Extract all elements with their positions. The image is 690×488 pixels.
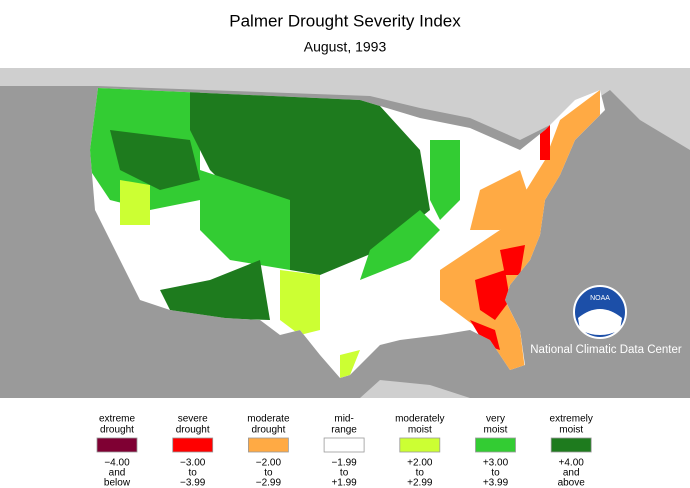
legend-label: moist [408, 425, 432, 436]
legend-range: +3.99 [483, 478, 509, 488]
region [475, 270, 510, 320]
legend-swatch [96, 437, 138, 453]
noaa-logo-wave [578, 309, 622, 335]
legend-label: extreme [99, 414, 136, 425]
legend-swatch [247, 437, 289, 453]
legend-swatch [550, 437, 592, 453]
legend-label: very [486, 414, 505, 425]
region [360, 210, 440, 280]
legend-range: −2.99 [256, 478, 282, 488]
region [120, 180, 150, 225]
legend: extremedrought−4.00andbelowseveredrought… [96, 414, 593, 488]
legend-label: drought [100, 425, 134, 436]
legend-range: +1.99 [331, 478, 357, 488]
legend-label: moist [484, 425, 508, 436]
legend-range: below [104, 478, 131, 488]
region [340, 350, 360, 378]
legend-range: to [189, 468, 198, 479]
legend-label: moderately [395, 414, 444, 425]
org-name: National Climatic Data Center [530, 344, 682, 356]
legend-range: to [416, 468, 425, 479]
legend-range: −3.99 [180, 478, 206, 488]
map: NOAA National Climatic Data Center [0, 68, 690, 398]
region [430, 140, 460, 220]
legend-range: +2.00 [407, 458, 433, 469]
legend-label: severe [178, 414, 208, 425]
legend-label: range [331, 425, 357, 436]
legend-label: drought [251, 425, 285, 436]
legend-swatch [172, 437, 214, 453]
region [160, 260, 270, 320]
legend-range: −2.00 [256, 458, 282, 469]
legend-range: to [264, 468, 273, 479]
region [280, 270, 320, 335]
region [470, 320, 500, 350]
legend-range: and [563, 468, 580, 479]
legend-swatch [475, 437, 516, 453]
legend-range: to [491, 468, 500, 479]
legend-label: drought [176, 425, 210, 436]
legend-range: +3.00 [483, 458, 509, 469]
legend-label: extremely [550, 414, 593, 425]
legend-range: to [340, 468, 349, 479]
legend-label: moderate [247, 414, 290, 425]
title: Palmer Drought Severity Index [229, 11, 461, 30]
legend-range: above [558, 478, 586, 488]
region [200, 170, 290, 270]
legend-range: +2.99 [407, 478, 433, 488]
legend-swatch [323, 437, 365, 453]
region [500, 245, 525, 275]
legend-range: −1.99 [331, 458, 357, 469]
legend-label: moist [559, 425, 583, 436]
logo-text: NOAA [590, 295, 610, 302]
canada [0, 68, 690, 150]
legend-range: −4.00 [104, 458, 130, 469]
legend-swatch [399, 437, 441, 453]
subtitle: August, 1993 [304, 39, 387, 55]
legend-range: +4.00 [559, 458, 585, 469]
region [110, 130, 200, 190]
region [470, 170, 530, 230]
legend-label: mid- [334, 414, 353, 425]
mexico-gulf-edge [360, 380, 470, 398]
legend-range: and [109, 468, 126, 479]
legend-range: −3.00 [180, 458, 206, 469]
region [190, 88, 430, 275]
